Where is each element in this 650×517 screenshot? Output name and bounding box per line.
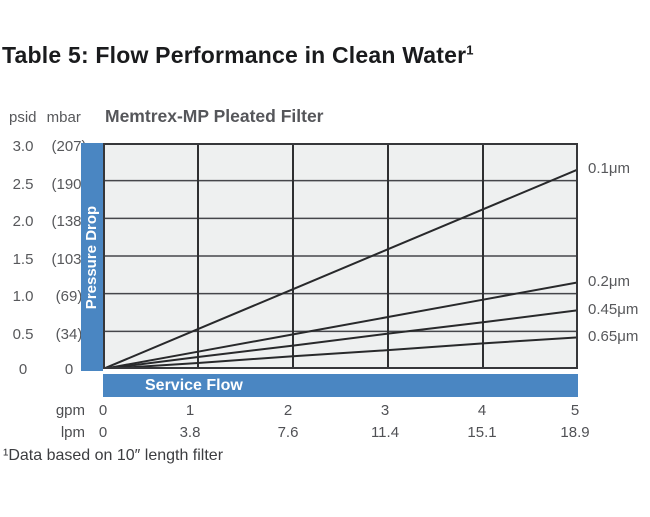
x-tick: 3.8: [179, 424, 201, 441]
plot-area: [103, 143, 578, 369]
page-title: Table 5: Flow Performance in Clean Water…: [2, 42, 474, 69]
x-tick: 11.4: [370, 424, 400, 441]
series-label-0.65um: 0.65μm: [588, 328, 639, 346]
x-unit-lpm: lpm: [60, 424, 85, 441]
footnote: ¹Data based on 10″ length filter: [3, 447, 224, 464]
y-tick-mbar: (69): [55, 288, 83, 305]
x-tick: 0: [98, 424, 108, 441]
x-tick: 15.1: [467, 424, 497, 441]
y-tick-mbar: (207): [51, 138, 87, 155]
x-tick: 4: [477, 402, 487, 419]
line-chart: [103, 143, 578, 369]
y-tick-psid: 3.0: [12, 138, 34, 155]
pressure-drop-axis-bar: Pressure Drop: [81, 143, 103, 371]
page-title-footnote-marker: 1: [466, 42, 474, 58]
y-tick-psid: 2.5: [12, 176, 34, 193]
y-tick-mbar: (190): [51, 176, 87, 193]
series-label-0.2um: 0.2μm: [588, 273, 630, 291]
y-axis-label: Pressure Drop: [83, 205, 101, 309]
y-tick-psid: 1.5: [12, 251, 34, 268]
x-tick: 2: [283, 402, 293, 419]
y-tick-psid: 1.0: [12, 288, 34, 305]
service-flow-axis-bar: Service Flow: [103, 374, 578, 397]
x-tick: 7.6: [277, 424, 299, 441]
x-tick: 1: [185, 402, 195, 419]
y-tick-mbar: (34): [55, 326, 83, 343]
x-axis-label: Service Flow: [145, 377, 243, 394]
page-title-text: Table 5: Flow Performance in Clean Water: [2, 42, 467, 68]
y-tick-mbar: (103): [51, 251, 87, 268]
y-axis-unit-header: psid mbar: [9, 109, 81, 126]
x-tick: 3: [380, 402, 390, 419]
x-unit-gpm: gpm: [55, 402, 85, 419]
x-tick: 0: [98, 402, 108, 419]
y-tick-psid: 0: [18, 361, 28, 378]
y-tick-psid: 2.0: [12, 213, 34, 230]
y-tick-mbar: 0: [64, 361, 74, 378]
y-tick-psid: 0.5: [12, 326, 34, 343]
x-tick: 18.9: [560, 424, 590, 441]
series-label-0.45um: 0.45μm: [588, 301, 639, 319]
series-label-0.1um: 0.1μm: [588, 160, 630, 178]
y-tick-mbar: (138): [51, 213, 87, 230]
x-tick: 5: [570, 402, 580, 419]
chart-title: Memtrex-MP Pleated Filter: [105, 106, 324, 126]
